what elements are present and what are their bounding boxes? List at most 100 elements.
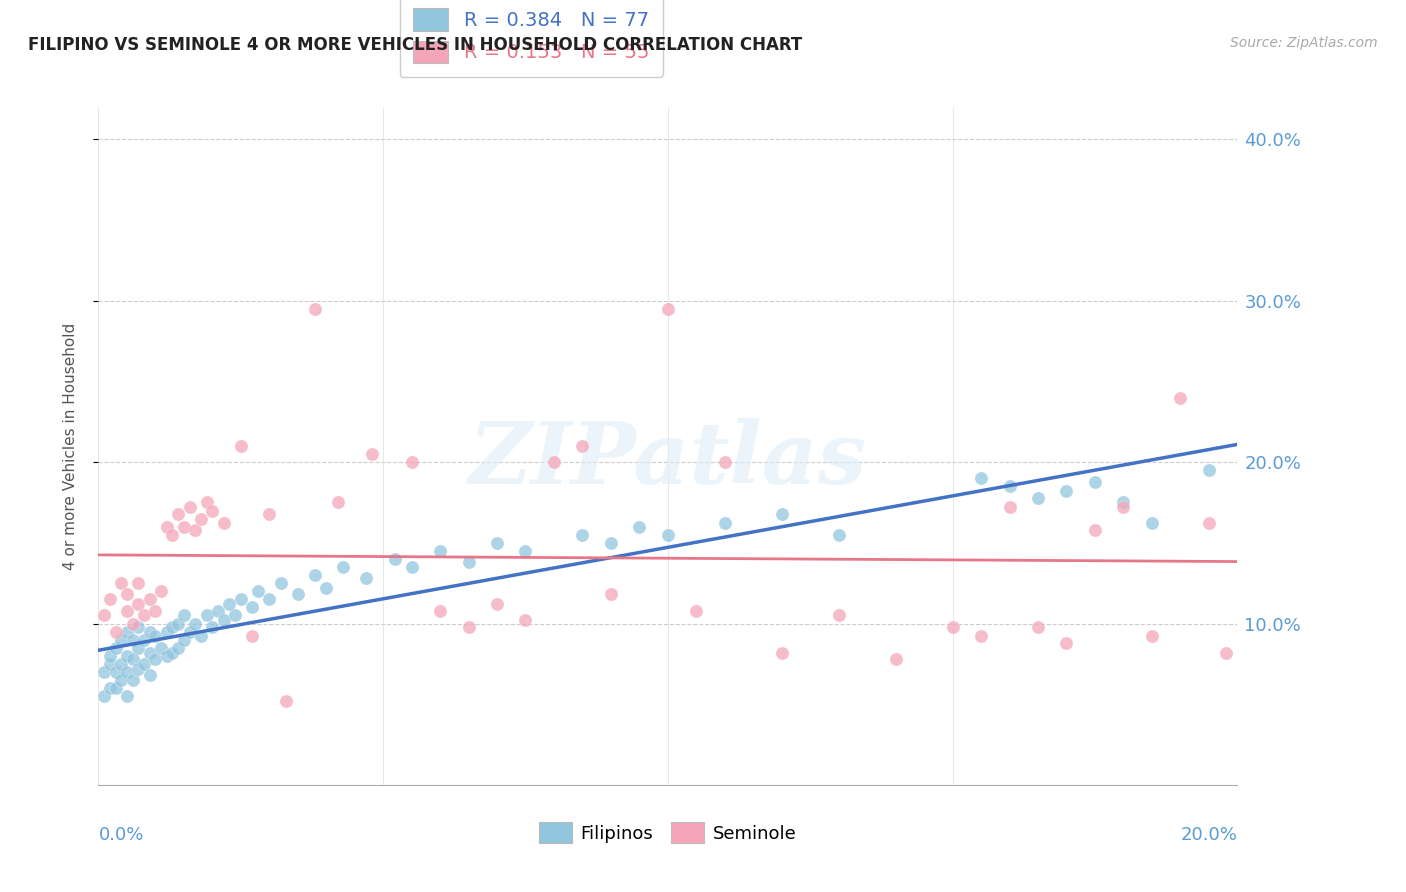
Point: [304, 301, 326, 316]
Point: [190, 630, 212, 644]
Point: [93, 665, 115, 679]
Point: [515, 613, 537, 627]
Point: [104, 681, 127, 695]
Point: [212, 613, 235, 627]
Point: [1026, 491, 1049, 505]
Point: [246, 584, 269, 599]
Point: [121, 616, 143, 631]
Point: [162, 620, 184, 634]
Point: [240, 600, 263, 615]
Point: [657, 528, 679, 542]
Point: [145, 604, 167, 618]
Point: [98, 681, 121, 695]
Point: [486, 536, 509, 550]
Point: [201, 503, 224, 517]
Point: [145, 652, 167, 666]
Point: [884, 652, 907, 666]
Point: [121, 652, 143, 666]
Y-axis label: 4 or more Vehicles in Household: 4 or more Vehicles in Household: [63, 322, 77, 570]
Text: Source: ZipAtlas.com: Source: ZipAtlas.com: [1230, 36, 1378, 50]
Point: [110, 632, 132, 647]
Point: [229, 592, 252, 607]
Point: [138, 646, 160, 660]
Point: [224, 608, 246, 623]
Text: FILIPINO VS SEMINOLE 4 OR MORE VEHICLES IN HOUSEHOLD CORRELATION CHART: FILIPINO VS SEMINOLE 4 OR MORE VEHICLES …: [28, 36, 803, 54]
Point: [121, 632, 143, 647]
Point: [212, 516, 235, 531]
Point: [98, 592, 121, 607]
Point: [110, 657, 132, 671]
Point: [115, 624, 138, 639]
Point: [543, 455, 565, 469]
Point: [173, 632, 195, 647]
Point: [162, 646, 184, 660]
Point: [360, 447, 382, 461]
Point: [98, 657, 121, 671]
Point: [162, 528, 184, 542]
Point: [1170, 391, 1192, 405]
Point: [121, 673, 143, 687]
Point: [127, 620, 149, 634]
Point: [1112, 495, 1135, 509]
Point: [115, 689, 138, 703]
Point: [179, 624, 201, 639]
Point: [1112, 500, 1135, 515]
Point: [195, 495, 218, 509]
Point: [942, 620, 965, 634]
Point: [457, 555, 479, 569]
Point: [287, 587, 309, 601]
Point: [714, 455, 737, 469]
Point: [571, 439, 593, 453]
Point: [998, 479, 1021, 493]
Point: [115, 648, 138, 663]
Point: [179, 500, 201, 515]
Text: ZIPatlas: ZIPatlas: [468, 417, 868, 501]
Point: [628, 519, 651, 533]
Point: [201, 620, 224, 634]
Point: [229, 439, 252, 453]
Point: [332, 560, 354, 574]
Point: [326, 495, 349, 509]
Point: [115, 587, 138, 601]
Point: [167, 616, 190, 631]
Point: [828, 528, 851, 542]
Text: 0.0%: 0.0%: [98, 826, 143, 844]
Point: [190, 511, 212, 525]
Point: [240, 630, 263, 644]
Point: [98, 648, 121, 663]
Point: [259, 507, 281, 521]
Point: [138, 624, 160, 639]
Point: [138, 592, 160, 607]
Point: [384, 552, 406, 566]
Point: [1215, 646, 1237, 660]
Point: [600, 536, 623, 550]
Point: [770, 646, 793, 660]
Point: [104, 624, 127, 639]
Point: [93, 608, 115, 623]
Point: [115, 604, 138, 618]
Point: [104, 665, 127, 679]
Point: [1026, 620, 1049, 634]
Point: [998, 500, 1021, 515]
Point: [970, 630, 993, 644]
Point: [218, 597, 240, 611]
Point: [770, 507, 793, 521]
Point: [429, 544, 451, 558]
Point: [110, 673, 132, 687]
Point: [315, 581, 337, 595]
Point: [127, 576, 149, 591]
Point: [184, 523, 207, 537]
Point: [173, 519, 195, 533]
Point: [156, 648, 179, 663]
Point: [104, 640, 127, 655]
Text: 20.0%: 20.0%: [1181, 826, 1237, 844]
Point: [127, 640, 149, 655]
Point: [600, 587, 623, 601]
Point: [173, 608, 195, 623]
Point: [138, 668, 160, 682]
Point: [1056, 484, 1078, 499]
Point: [1140, 516, 1163, 531]
Point: [515, 544, 537, 558]
Point: [657, 301, 679, 316]
Legend: Filipinos, Seminole: Filipinos, Seminole: [531, 815, 804, 850]
